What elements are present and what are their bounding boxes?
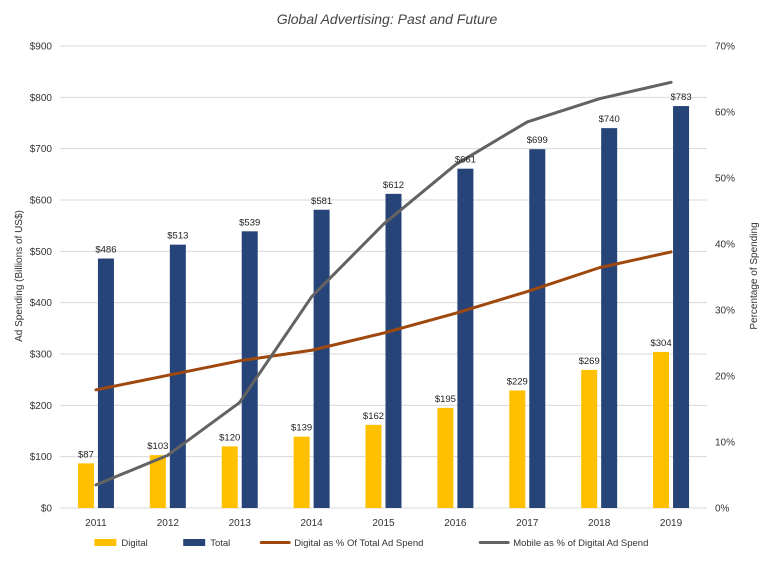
y2-tick-label: 30% bbox=[715, 306, 735, 317]
x-tick-label: 2018 bbox=[588, 518, 611, 529]
bar-value-label: $661 bbox=[455, 155, 476, 166]
y-tick-label: $500 bbox=[30, 247, 53, 258]
bar-total bbox=[97, 258, 114, 508]
legend-swatch bbox=[183, 539, 206, 546]
bar-total bbox=[241, 231, 258, 508]
legend-label: Mobile as % of Digital Ad Spend bbox=[513, 538, 648, 549]
bar-total bbox=[457, 168, 474, 509]
bar-value-label: $612 bbox=[383, 180, 404, 191]
line-series-1 bbox=[94, 250, 673, 392]
y2-tick-label: 60% bbox=[715, 108, 735, 119]
bar-digital bbox=[653, 351, 670, 508]
x-tick-label: 2019 bbox=[660, 518, 683, 529]
bar-value-label: $304 bbox=[650, 338, 671, 349]
bars bbox=[77, 106, 690, 509]
bar-digital bbox=[293, 436, 310, 508]
bar-value-label: $486 bbox=[95, 245, 116, 256]
legend-swatch bbox=[94, 539, 117, 546]
legend: Digital Total Digital as % Of Total Ad Spe… bbox=[94, 538, 648, 549]
y2-tick-label: 70% bbox=[715, 42, 735, 53]
y2-tick-label: 20% bbox=[715, 372, 735, 383]
bar-value-label: $699 bbox=[527, 135, 548, 146]
bar-total bbox=[529, 149, 546, 508]
y2-tick-label: 50% bbox=[715, 174, 735, 185]
bar-value-label: $195 bbox=[435, 394, 456, 405]
y2-tick-label: 0% bbox=[715, 504, 730, 515]
bar-total bbox=[169, 244, 186, 508]
y-tick-label: $900 bbox=[30, 42, 53, 53]
bar-value-label: $139 bbox=[291, 423, 312, 434]
data-labels: $87 $103 $120 $139 $162 $195 $229 $269 $304 $486 $… bbox=[78, 92, 692, 460]
bar-digital bbox=[365, 424, 382, 508]
y-axis-label: Ad Spending (Billions of US$) bbox=[14, 210, 25, 342]
chart-title: Global Advertising: Past and Future bbox=[277, 11, 498, 27]
bar-total bbox=[673, 106, 690, 508]
bar-value-label: $229 bbox=[507, 376, 528, 387]
bar-digital bbox=[581, 369, 598, 508]
y2-tick-label: 10% bbox=[715, 438, 735, 449]
bar-total bbox=[601, 128, 618, 508]
x-tick-label: 2013 bbox=[229, 518, 252, 529]
bar-value-label: $539 bbox=[239, 217, 260, 228]
legend-label: Total bbox=[210, 538, 230, 549]
x-tick-label: 2014 bbox=[300, 518, 323, 529]
x-tick-label: 2017 bbox=[516, 518, 539, 529]
x-tick-label: 2016 bbox=[444, 518, 467, 529]
bar-digital bbox=[437, 407, 454, 508]
y-tick-label: $100 bbox=[30, 452, 53, 463]
y-tick-label: $600 bbox=[30, 196, 53, 207]
bar-value-label: $513 bbox=[167, 231, 188, 242]
bar-total bbox=[385, 193, 402, 508]
y-tick-label: $300 bbox=[30, 350, 53, 361]
axes: $0 $100 $200 $300 $400 $500 $600 $700 $800 $900 0%… bbox=[30, 42, 735, 530]
line-series-2 bbox=[94, 80, 673, 487]
bar-digital bbox=[149, 455, 166, 508]
lines bbox=[94, 80, 673, 487]
y-tick-label: $800 bbox=[30, 93, 53, 104]
bar-value-label: $269 bbox=[579, 356, 600, 367]
y-tick-label: $400 bbox=[30, 298, 53, 309]
y2-axis-label: Percentage of Spending bbox=[749, 222, 760, 329]
x-tick-label: 2012 bbox=[157, 518, 180, 529]
bar-value-label: $740 bbox=[599, 114, 620, 125]
bar-digital bbox=[509, 390, 526, 508]
y-tick-label: $700 bbox=[30, 144, 53, 155]
x-tick-label: 2015 bbox=[372, 518, 395, 529]
bar-digital bbox=[77, 463, 94, 508]
bar-value-label: $783 bbox=[670, 92, 691, 103]
bar-value-label: $581 bbox=[311, 196, 332, 207]
y-tick-label: $200 bbox=[30, 401, 53, 412]
bar-value-label: $103 bbox=[147, 441, 168, 452]
bar-value-label: $120 bbox=[219, 432, 240, 443]
bar-value-label: $162 bbox=[363, 411, 384, 422]
bar-value-label: $87 bbox=[78, 449, 94, 460]
y-tick-label: $0 bbox=[41, 504, 53, 515]
x-tick-label: 2011 bbox=[85, 518, 107, 529]
y2-tick-label: 40% bbox=[715, 240, 735, 251]
bar-total bbox=[313, 209, 330, 508]
bar-digital bbox=[221, 446, 238, 508]
legend-label: Digital bbox=[121, 538, 147, 549]
legend-label: Digital as % Of Total Ad Spend bbox=[294, 538, 423, 549]
